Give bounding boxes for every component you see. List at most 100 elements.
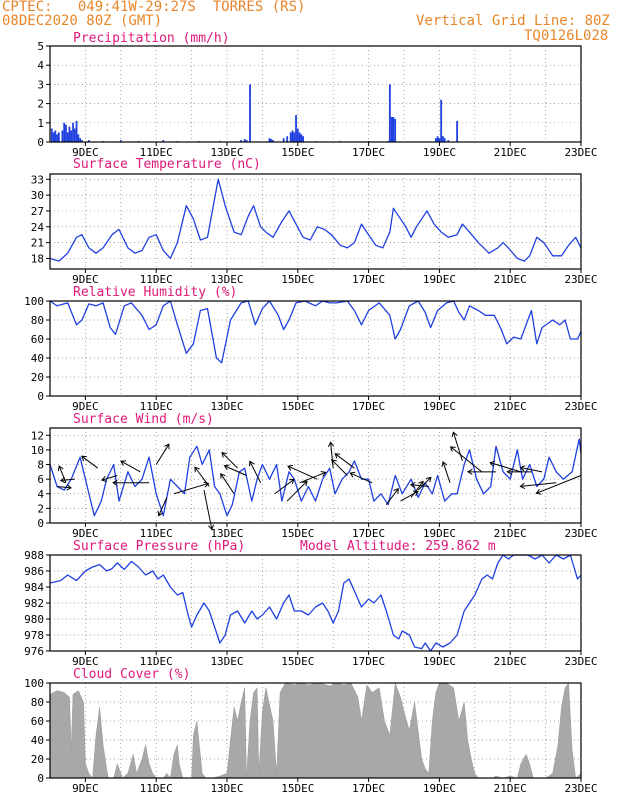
y-tick-label: 20 <box>31 753 44 766</box>
precip-bar <box>245 140 248 142</box>
y-tick-label: 988 <box>24 549 44 562</box>
x-tick-label: 13DEC <box>210 146 243 159</box>
precip-bar <box>72 122 74 142</box>
wind-vector-head <box>327 441 335 448</box>
precip-bar <box>268 138 271 142</box>
x-tick-label: 15DEC <box>281 400 314 413</box>
panel-rh <box>46 300 582 400</box>
y-tick-label: 30 <box>31 189 44 202</box>
x-tick-label: 11DEC <box>140 527 173 540</box>
x-tick-label: 13DEC <box>210 400 243 413</box>
y-tick-label: 982 <box>24 597 44 610</box>
panel-frame <box>49 554 582 652</box>
x-tick-label: 15DEC <box>281 782 314 795</box>
x-tick-label: 17DEC <box>352 655 385 668</box>
wind-vector-head <box>157 510 164 517</box>
y-tick-label: 21 <box>31 237 44 250</box>
precip-bar <box>56 134 58 142</box>
precip-bar <box>80 140 83 142</box>
wind-vector <box>450 446 483 473</box>
x-tick-label: 11DEC <box>140 655 173 668</box>
cloud-cover-area <box>49 682 582 779</box>
x-tick-label: 15DEC <box>281 527 314 540</box>
wind-vector-head <box>393 487 399 494</box>
precip-bar <box>75 120 78 142</box>
panel-frame <box>49 45 582 143</box>
precip-bar <box>300 134 303 142</box>
precip-bar <box>240 140 243 142</box>
rh-series-line <box>49 300 582 364</box>
y-tick-label: 20 <box>31 371 44 384</box>
wind-vector-head <box>81 455 87 462</box>
y-tick-label: 978 <box>24 629 44 642</box>
x-tick-label: 23DEC <box>564 655 597 668</box>
precip-bar <box>272 140 274 142</box>
y-tick-label: 12 <box>31 429 44 442</box>
wind-vector <box>224 465 247 476</box>
wind-vector-head <box>409 481 416 489</box>
y-tick-label: 984 <box>24 581 44 594</box>
wind-vector-head <box>164 443 170 450</box>
precip-bar <box>282 138 285 142</box>
wind-vector <box>81 455 99 469</box>
temp-series-line <box>49 178 582 262</box>
precip-bar <box>302 136 305 142</box>
wind-vector-head <box>506 468 512 475</box>
wind-vector <box>331 459 348 476</box>
y-tick-label: 27 <box>31 205 44 218</box>
x-tick-label: 15DEC <box>281 273 314 286</box>
x-tick-label: 11DEC <box>140 146 173 159</box>
precip-bar <box>68 126 71 142</box>
precip-bar <box>249 84 251 142</box>
y-tick-label: 986 <box>24 565 44 578</box>
precip-bar <box>394 118 397 142</box>
y-tick-label: 2 <box>37 502 44 515</box>
wind-vector <box>155 443 170 465</box>
precip-bar <box>442 136 444 142</box>
precip-bar <box>293 132 296 142</box>
precip-bar <box>70 130 73 142</box>
wind-vector-head <box>101 475 107 482</box>
y-tick-label: 80 <box>31 314 44 327</box>
x-tick-label: 13DEC <box>210 273 243 286</box>
x-tick-label: 21DEC <box>494 400 527 413</box>
header-datetime: 08DEC2020 80Z (GMT) <box>2 13 163 29</box>
wind-vector-head <box>57 465 64 472</box>
wind-vector <box>173 482 209 495</box>
precip-bar <box>63 122 66 142</box>
y-tick-label: 2 <box>37 98 44 111</box>
panel-temp <box>46 173 582 273</box>
precip-bar <box>286 136 289 142</box>
precip-bar <box>77 134 80 142</box>
wind-vector-head <box>519 465 526 472</box>
panel-pressure <box>46 554 582 655</box>
precip-bar <box>54 130 57 142</box>
x-tick-label: 15DEC <box>281 655 314 668</box>
precip-bar <box>291 130 294 142</box>
header-station: CPTEC: 049:41W-29:27S TORRES (RS) <box>2 0 306 15</box>
precip-bar <box>298 132 301 142</box>
panel-frame <box>49 173 582 270</box>
y-tick-label: 0 <box>37 136 44 149</box>
wind-vector <box>350 472 373 484</box>
precip-bar <box>392 117 395 142</box>
x-tick-label: 19DEC <box>423 273 456 286</box>
wind-vector <box>286 480 308 502</box>
wind-vector-head <box>203 481 210 488</box>
x-tick-label: 19DEC <box>423 146 456 159</box>
wind-vector-head <box>349 471 356 478</box>
pressure-title: Surface Pressure (hPa) <box>73 539 245 554</box>
wind-vector-head <box>208 524 215 531</box>
wind-vector-head <box>425 476 432 483</box>
precip-bar <box>388 84 391 142</box>
x-tick-label: 23DEC <box>564 782 597 795</box>
wind-vector <box>520 467 543 473</box>
wind-vector <box>57 485 72 489</box>
x-tick-label: 13DEC <box>210 655 243 668</box>
wind-vector <box>385 488 399 506</box>
wind-vector-head <box>220 473 226 479</box>
wind-vector <box>220 473 235 495</box>
x-tick-label: 17DEC <box>352 400 385 413</box>
x-tick-label: 21DEC <box>494 146 527 159</box>
y-tick-label: 6 <box>37 473 44 486</box>
